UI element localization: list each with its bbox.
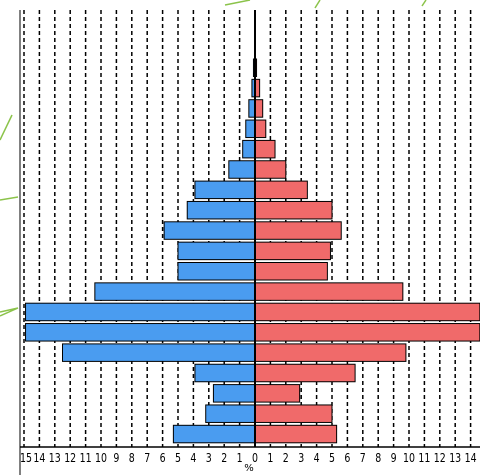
x-unit-label: % — [244, 463, 254, 474]
background-decoration — [0, 0, 427, 317]
x-tick-label: 2 — [283, 451, 289, 465]
x-tick-label: 2 — [221, 451, 227, 465]
left-bar — [205, 404, 256, 423]
right-bar — [254, 384, 301, 403]
axes — [19, 10, 480, 475]
x-tick-label: 15 — [20, 451, 32, 465]
x-tick-label: 3 — [298, 451, 304, 465]
x-tick-label: 1 — [267, 451, 273, 465]
x-tick-label: 8 — [129, 451, 135, 465]
x-tick-label: 4 — [314, 451, 320, 465]
left-bar — [194, 363, 256, 383]
x-tick-label: 12 — [64, 451, 76, 465]
left-bar — [94, 282, 256, 301]
x-tick-label: 5 — [175, 451, 181, 465]
x-tick-label: 11 — [80, 451, 92, 465]
right-bar — [254, 424, 338, 444]
x-tick-label: 11 — [418, 451, 430, 465]
right-bar — [254, 241, 331, 261]
x-tick-label: 8 — [375, 451, 381, 465]
left-bar — [242, 139, 256, 159]
right-bar — [254, 343, 407, 362]
x-tick-label: 14 — [465, 451, 477, 465]
right-bar — [254, 262, 328, 281]
x-tick-label: 9 — [113, 451, 119, 465]
left-bar — [25, 302, 256, 322]
left-bar — [186, 200, 256, 220]
x-tick-label: 9 — [391, 451, 397, 465]
right-bar — [254, 363, 356, 383]
left-bar — [228, 160, 256, 179]
left-bar — [62, 343, 256, 362]
right-bar — [254, 119, 267, 139]
x-tick-label: 6 — [160, 451, 166, 465]
right-bar — [254, 139, 276, 159]
right-bar — [254, 160, 287, 179]
x-tick-label: 6 — [344, 451, 350, 465]
x-tick-label: 10 — [403, 451, 415, 465]
x-tick-label: 5 — [329, 451, 335, 465]
right-bar — [254, 180, 308, 200]
right-bar — [254, 99, 264, 118]
right-bar — [254, 200, 333, 220]
x-tick-labels: 15 14 13 12 11 10 9 8 7 6 5 4 3 2 1 0 1 2 3 4 5 6 7 8 9 10 11 12 13 1… — [20, 451, 477, 474]
x-tick-label: 4 — [190, 451, 196, 465]
left-bar — [194, 180, 256, 200]
right-bar — [254, 404, 333, 423]
x-tick-label: 3 — [206, 451, 212, 465]
left-bar — [245, 119, 256, 139]
right-bar — [254, 221, 342, 240]
left-bar — [177, 241, 256, 261]
right-bar — [254, 282, 404, 301]
left-bar — [25, 323, 256, 342]
x-tick-label: 14 — [33, 451, 45, 465]
right-bar — [254, 302, 480, 322]
x-tick-label: 12 — [434, 451, 446, 465]
x-tick-label: 1 — [237, 451, 243, 465]
left-bar — [177, 262, 256, 281]
left-bar — [172, 424, 256, 444]
x-tick-label: 7 — [144, 451, 150, 465]
x-tick-label: 0 — [252, 451, 258, 465]
x-tick-label: 13 — [449, 451, 461, 465]
x-tick-label: 13 — [49, 451, 61, 465]
left-bar — [212, 384, 256, 403]
x-tick-label: 7 — [360, 451, 366, 465]
x-tick-label: 10 — [95, 451, 107, 465]
left-bar — [163, 221, 256, 240]
right-bar — [254, 323, 480, 342]
